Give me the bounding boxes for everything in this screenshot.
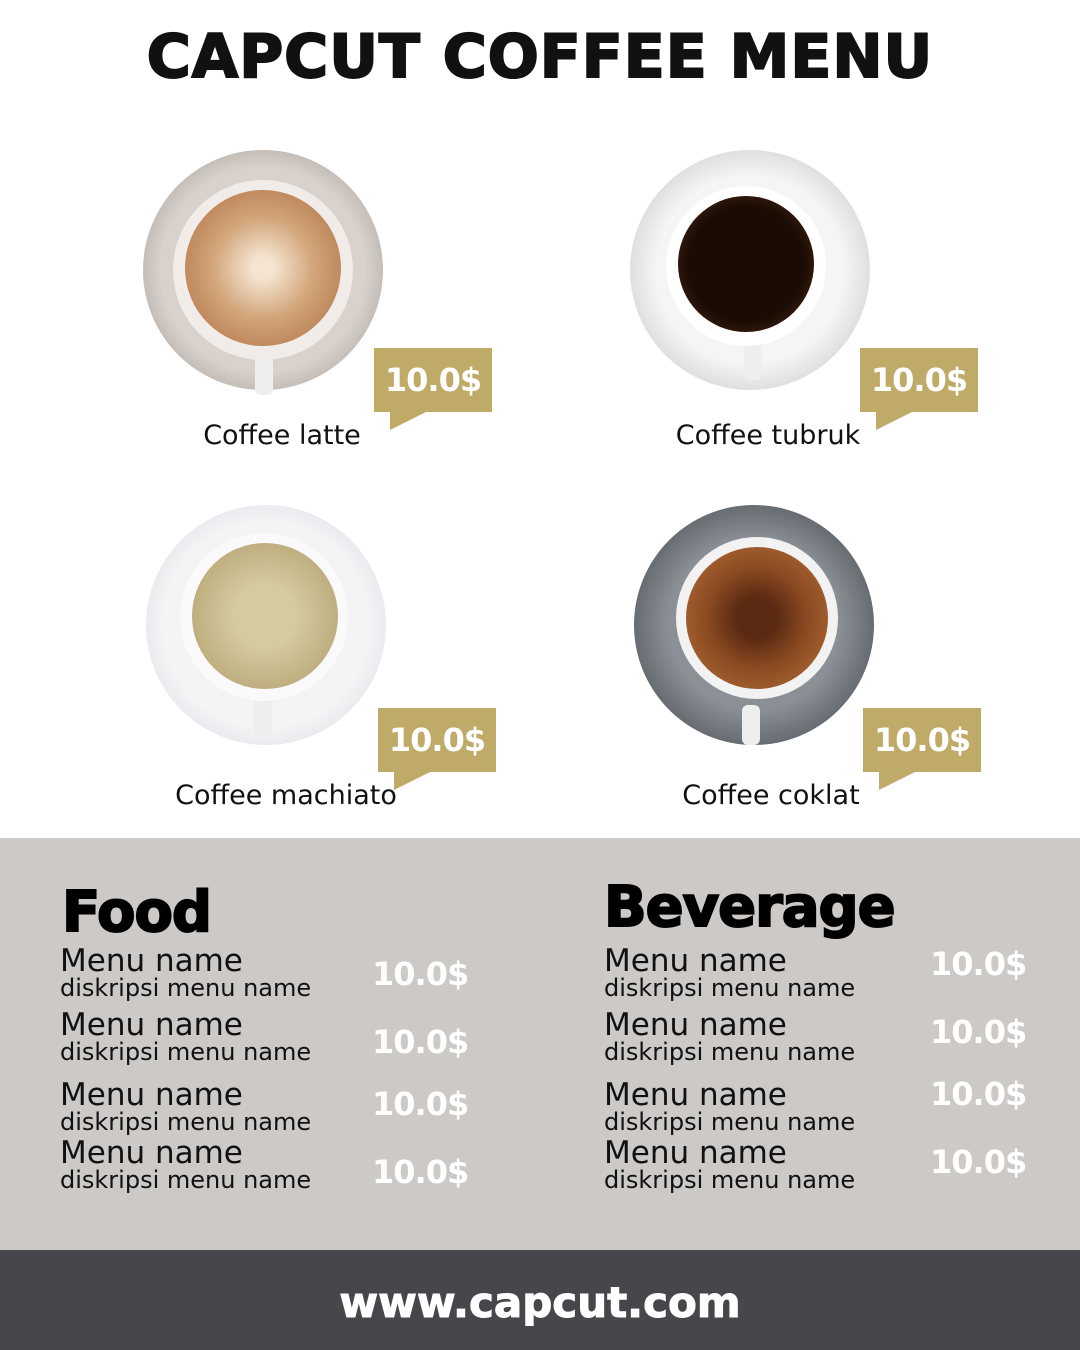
footer (0, 1250, 1080, 1350)
beverage-item-price: 10.0$ (930, 1013, 1027, 1051)
beverage-item-price: 10.0$ (930, 1143, 1027, 1181)
price-tag: 10.0$ (860, 348, 978, 430)
menu-section (0, 838, 1080, 1250)
website-url[interactable]: www.capcut.com (339, 1278, 741, 1328)
food-item-name: Menu name (60, 1007, 243, 1043)
food-item-description: diskripsi menu name (60, 974, 312, 1002)
beverage-item-description: diskripsi menu name (604, 1166, 856, 1194)
coffee-latte-image (143, 150, 383, 395)
price-tag: 10.0$ (374, 348, 492, 430)
beverage-item-description: diskripsi menu name (604, 974, 856, 1002)
food-item-description: diskripsi menu name (60, 1038, 312, 1066)
beverage-item-price: 10.0$ (930, 1075, 1027, 1113)
page-title: CAPCUT COFFEE MENU (146, 21, 934, 93)
coffee-name: Coffee coklat (682, 780, 860, 811)
beverage-item-description: diskripsi menu name (604, 1038, 856, 1066)
beverage-item-name: Menu name (604, 943, 787, 979)
coffee-machiato-image (146, 505, 386, 745)
coffee-name: Coffee machiato (175, 780, 397, 811)
price-tag: 10.0$ (378, 708, 496, 790)
price-tag: 10.0$ (863, 708, 981, 790)
coffee-tubruk-image (630, 150, 870, 390)
food-item-price: 10.0$ (372, 1085, 469, 1123)
food-heading: Food (61, 879, 213, 946)
beverage-item-description: diskripsi menu name (604, 1108, 856, 1136)
food-item-name: Menu name (60, 1135, 243, 1171)
food-item-description: diskripsi menu name (60, 1108, 312, 1136)
coffee-name: Coffee tubruk (675, 420, 861, 451)
food-item-name: Menu name (60, 943, 243, 979)
food-item-name: Menu name (60, 1077, 243, 1113)
coffee-coklat-image (634, 505, 874, 745)
food-item-price: 10.0$ (372, 955, 469, 993)
beverage-heading: Beverage (603, 874, 897, 941)
beverage-item-name: Menu name (604, 1007, 787, 1043)
beverage-item-price: 10.0$ (930, 945, 1027, 983)
food-item-price: 10.0$ (372, 1153, 469, 1191)
food-item-price: 10.0$ (372, 1023, 469, 1061)
beverage-item-name: Menu name (604, 1135, 787, 1171)
coffee-name: Coffee latte (203, 420, 361, 451)
beverage-item-name: Menu name (604, 1077, 787, 1113)
food-item-description: diskripsi menu name (60, 1166, 312, 1194)
